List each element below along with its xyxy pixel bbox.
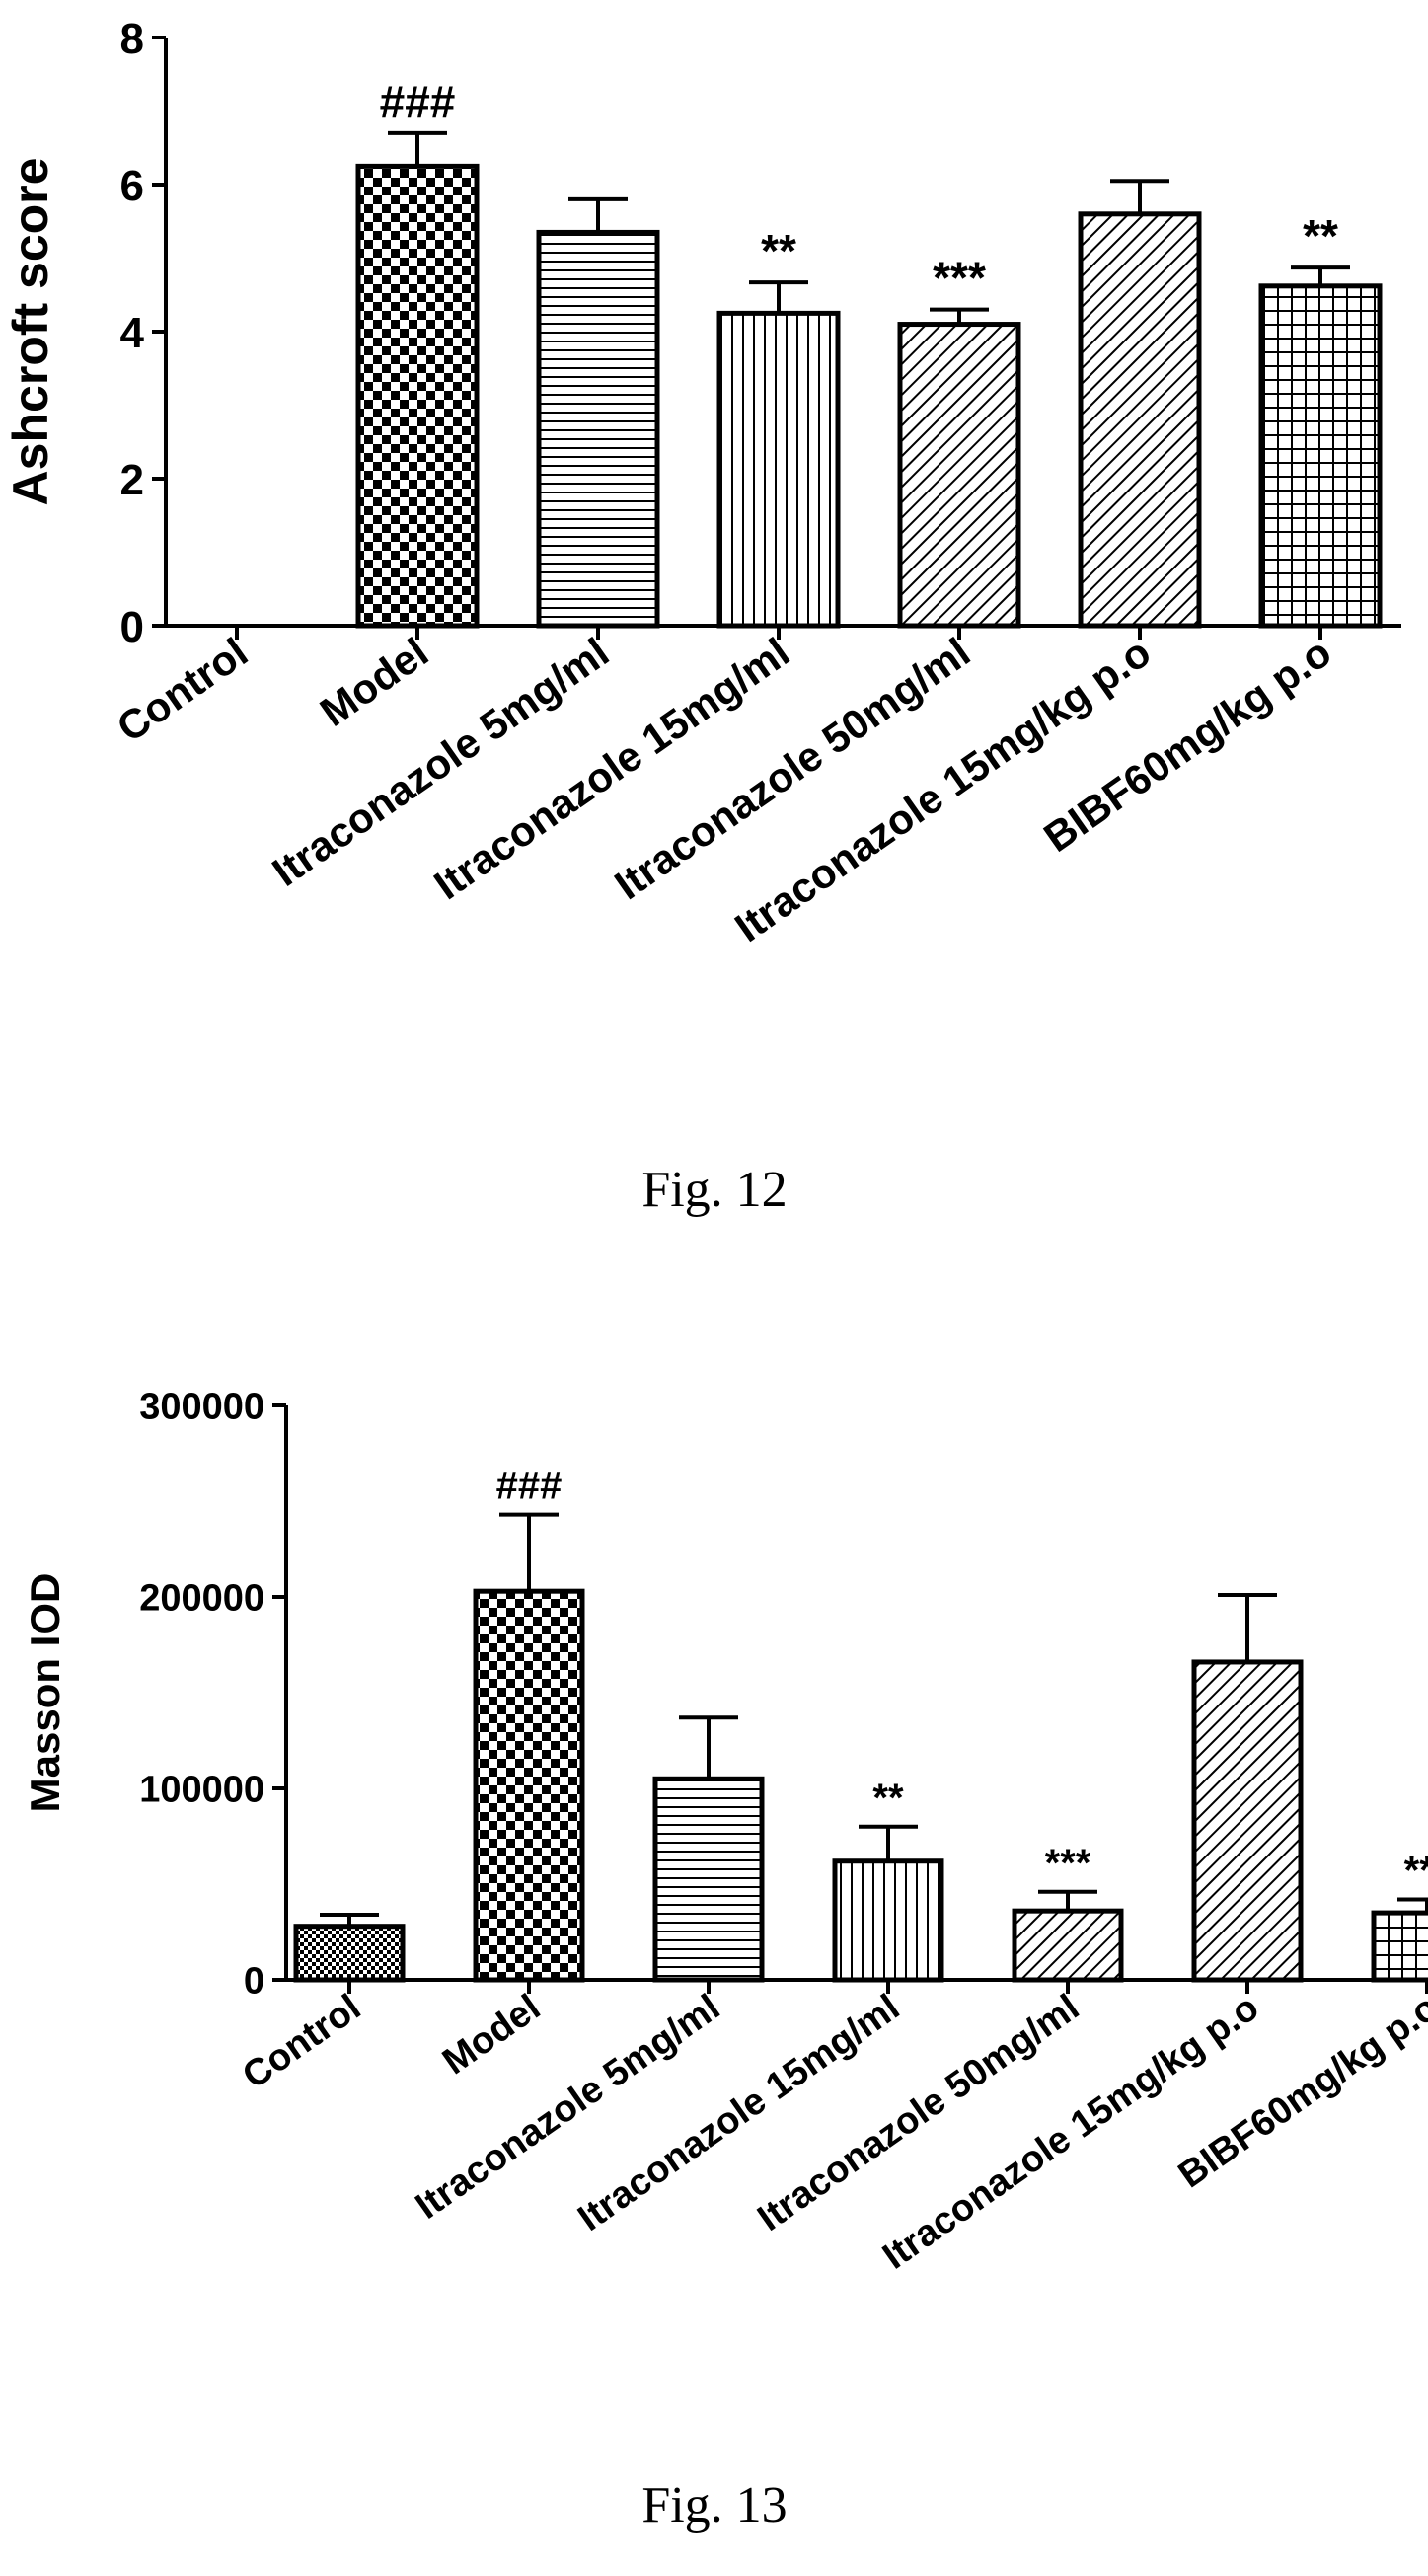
y-tick-label: 0 — [120, 603, 144, 651]
y-tick-label: 200000 — [139, 1578, 264, 1620]
y-tick-label: 4 — [120, 309, 145, 357]
y-tick-label: 8 — [120, 15, 144, 63]
x-tick-label: Itraconazole 5mg/ml — [263, 629, 617, 895]
figure-caption: Fig. 13 — [641, 2477, 787, 2534]
bar — [652, 1776, 765, 1983]
significance-label: ** — [872, 1777, 904, 1820]
x-tick-label: Model — [312, 629, 436, 735]
significance-label: *** — [1045, 1842, 1091, 1885]
x-tick-label: Itraconazole 50mg/ml — [750, 1987, 1087, 2239]
figure-caption: Fig. 12 — [641, 1162, 787, 1218]
y-tick-label: 0 — [244, 1961, 264, 2003]
significance-label: ** — [1303, 210, 1338, 262]
y-axis-label: Masson IOD — [22, 1573, 68, 1813]
bar — [1191, 1659, 1304, 1983]
bar — [536, 229, 660, 629]
significance-label: ** — [761, 225, 796, 276]
y-tick-label: 300000 — [139, 1387, 264, 1428]
bar — [716, 310, 841, 629]
y-axis-label: Ashcroft score — [3, 158, 58, 506]
bar — [897, 322, 1021, 629]
bar — [832, 1858, 944, 1983]
bar — [1371, 1910, 1428, 1983]
significance-label: ### — [496, 1465, 563, 1508]
x-tick-label: Control — [235, 1987, 368, 2097]
significance-label: ### — [380, 76, 456, 127]
x-tick-label: Model — [435, 1987, 548, 2083]
bar — [1012, 1908, 1124, 1983]
bar — [293, 1924, 406, 1983]
y-tick-label: 100000 — [139, 1770, 264, 1811]
y-tick-label: 6 — [120, 162, 144, 210]
bar — [355, 163, 480, 629]
y-tick-label: 2 — [120, 456, 144, 504]
x-tick-label: Itraconazole 15mg/ml — [570, 1987, 907, 2239]
bar — [1258, 283, 1383, 629]
bar — [473, 1588, 585, 1983]
masson-chart: 0 100000 200000 300000 Masson IOD Control ### M… — [22, 1387, 1428, 2278]
bar — [1078, 211, 1202, 629]
x-tick-label: Itraconazole 5mg/ml — [409, 1987, 727, 2228]
significance-label: *** — [1404, 1850, 1428, 1893]
significance-label: *** — [933, 253, 986, 304]
